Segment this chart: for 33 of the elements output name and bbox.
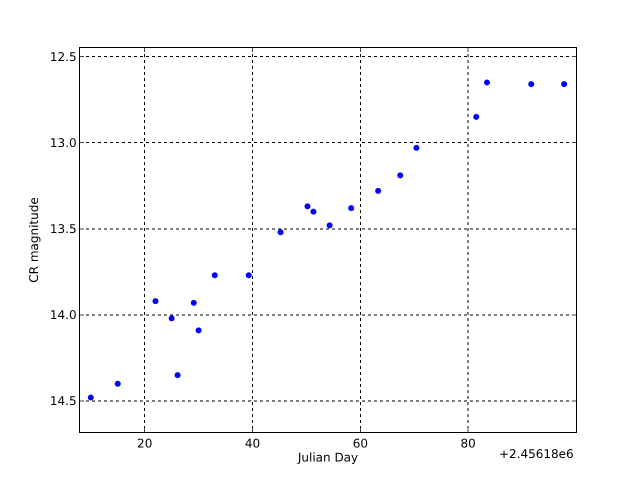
- point: [278, 229, 284, 236]
- point: [348, 205, 354, 212]
- point: [88, 394, 94, 401]
- point: [375, 188, 382, 194]
- point: [413, 144, 420, 151]
- point: [152, 298, 158, 304]
- x-tick-label: 40: [244, 436, 260, 450]
- point: [484, 79, 490, 86]
- y-axis-title: CR magnitude: [27, 197, 42, 283]
- point: [310, 208, 316, 215]
- point: [174, 372, 181, 378]
- y-tick-label: 14.5: [50, 394, 77, 408]
- text: +2.45618e6: [499, 447, 574, 461]
- point: [246, 272, 252, 278]
- y-tick-label: 14.0: [50, 308, 77, 322]
- point: [114, 380, 121, 387]
- y-tick-label: 13.5: [50, 222, 77, 236]
- x-axis-title: Julian Day: [296, 450, 358, 464]
- point: [212, 272, 218, 278]
- x-tick-label: 60: [352, 436, 368, 450]
- point: [561, 81, 568, 88]
- point: [190, 300, 197, 306]
- point: [326, 222, 333, 228]
- x-tick-label: 80: [460, 436, 476, 450]
- point: [528, 81, 534, 88]
- y-tick-label: 12.5: [50, 50, 77, 64]
- point: [473, 114, 480, 120]
- x-tick-label: 20: [137, 436, 152, 450]
- point: [397, 172, 404, 178]
- point: [304, 203, 311, 210]
- y-tick-label: 13.0: [50, 136, 77, 150]
- point: [168, 315, 175, 322]
- point: [196, 327, 202, 334]
